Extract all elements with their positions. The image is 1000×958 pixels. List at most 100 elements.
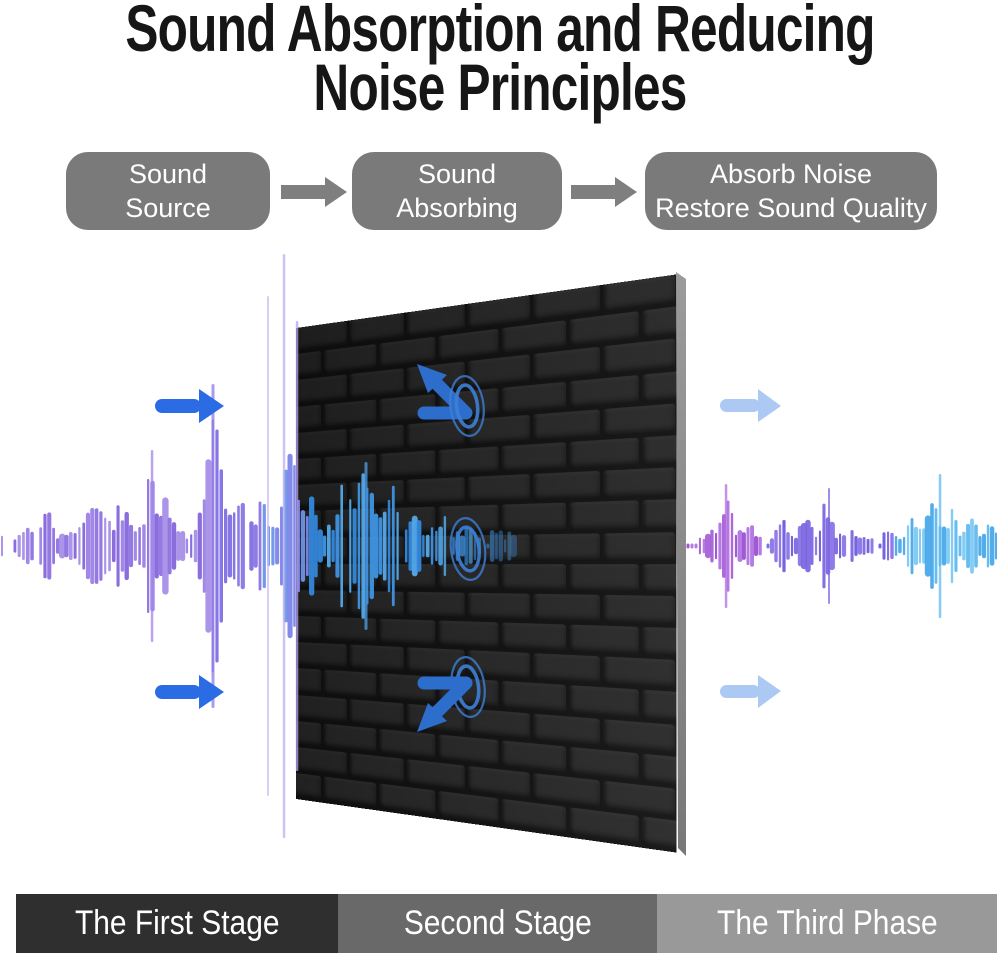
foam-brick	[438, 734, 499, 766]
foam-brick	[501, 502, 566, 531]
waveform-bar	[930, 503, 934, 589]
foam-brick	[406, 304, 465, 338]
waveform-bar	[167, 517, 172, 575]
foam-brick	[569, 374, 639, 408]
waveform-bar	[982, 533, 986, 559]
foam-brick	[323, 344, 377, 375]
waveform-bar	[958, 535, 962, 557]
waveform-bar	[878, 543, 882, 549]
waveform-bar	[866, 538, 870, 554]
waveform-bar	[193, 529, 198, 563]
waveform-bar	[233, 512, 236, 580]
stage-segment-2: Second Stage	[338, 894, 657, 953]
waveform-bar	[176, 531, 181, 561]
waveform-bar	[17, 534, 21, 558]
foam-brick	[296, 718, 322, 747]
foam-brick	[642, 563, 677, 593]
waveform-bar	[774, 529, 778, 563]
waveform-bar	[829, 521, 835, 571]
stage-segment-3: The Third Phase	[657, 894, 997, 953]
waveform-bar	[805, 519, 811, 573]
waveform-bar	[129, 524, 134, 568]
waveform-bar	[142, 524, 146, 568]
waveform-bar	[989, 526, 995, 566]
waveform-bar	[147, 478, 150, 614]
waveform-bar	[954, 520, 958, 572]
waveform-bar	[249, 521, 254, 571]
waveform-bar	[941, 526, 947, 566]
waveform-bar	[766, 543, 770, 549]
waveform-bar	[283, 469, 288, 623]
waveform-bar	[938, 526, 942, 567]
waveform-bar	[211, 384, 215, 708]
foam-brick	[467, 414, 530, 445]
foam-brick	[467, 765, 530, 800]
foam-brick	[467, 295, 530, 330]
foam-brick	[438, 446, 499, 476]
waveform-bar	[287, 453, 293, 639]
foam-brick	[379, 506, 436, 534]
incoming-sound-arrow-icon	[155, 675, 224, 709]
waveform-bar	[705, 533, 711, 559]
waveform-bar	[814, 536, 818, 556]
stage-bar: The First Stage Second Stage The Third P…	[16, 894, 997, 953]
foam-brick	[323, 670, 377, 698]
foam-brick	[501, 622, 566, 652]
waveform-bar	[224, 508, 228, 584]
waveform-bar	[962, 531, 966, 561]
foam-brick	[569, 624, 639, 655]
foam-brick	[467, 708, 530, 740]
foam-brick	[642, 498, 677, 529]
waveform-bar	[786, 532, 790, 560]
foam-brick	[533, 408, 600, 441]
waveform-bar	[698, 537, 701, 555]
flow-box-label: Sound	[128, 159, 208, 189]
waveform-bar	[724, 484, 728, 608]
waveform-bar	[171, 522, 177, 570]
waveform-bar	[890, 532, 894, 560]
waveform-bar	[966, 523, 970, 568]
waveform-bar	[219, 469, 223, 623]
waveform-bar	[862, 537, 866, 555]
waveform-bar	[120, 520, 125, 572]
title-line-1: Sound Absorption and Reducing	[125, 0, 875, 66]
waveform-bar	[898, 538, 902, 554]
waveform-bar	[769, 538, 774, 554]
foam-brick	[349, 480, 404, 507]
waveform-bar	[797, 525, 803, 567]
waveform-bar	[737, 530, 743, 562]
waveform-bar	[882, 532, 886, 560]
waveform-bar	[47, 512, 52, 580]
flow-box-label: Sound	[417, 159, 497, 189]
foam-brick	[296, 666, 322, 694]
waveform-bar	[180, 531, 186, 562]
waveform-bar	[822, 503, 826, 589]
waveform-bar	[111, 529, 116, 563]
waveform-bar	[974, 524, 978, 568]
foam-brick	[533, 593, 600, 623]
foam-brick	[569, 437, 639, 469]
foam-brick	[323, 776, 377, 808]
waveform-bar	[906, 525, 910, 567]
page-title: Sound Absorption and Reducing Noise Prin…	[100, 0, 900, 121]
waveform-bar	[185, 538, 189, 554]
foam-brick	[438, 677, 499, 708]
brick-row	[296, 531, 676, 564]
foam-brick	[533, 532, 600, 561]
foam-brick	[296, 694, 347, 723]
foam-brick	[296, 457, 322, 484]
waveform-bar	[202, 499, 206, 593]
foam-brick	[296, 615, 322, 641]
waveform-bar	[790, 535, 793, 557]
foam-brick	[642, 816, 677, 853]
waveform-bar	[253, 524, 258, 568]
foam-brick	[569, 500, 639, 530]
waveform-bar	[946, 528, 950, 564]
waveform-bar	[280, 506, 283, 586]
waveform-bar	[159, 515, 164, 577]
waveform-bar	[710, 529, 714, 563]
foam-brick	[642, 626, 677, 659]
stage-segment-1: The First Stage	[16, 894, 338, 953]
waveform-bar	[934, 508, 938, 584]
foam-brick	[467, 592, 530, 620]
